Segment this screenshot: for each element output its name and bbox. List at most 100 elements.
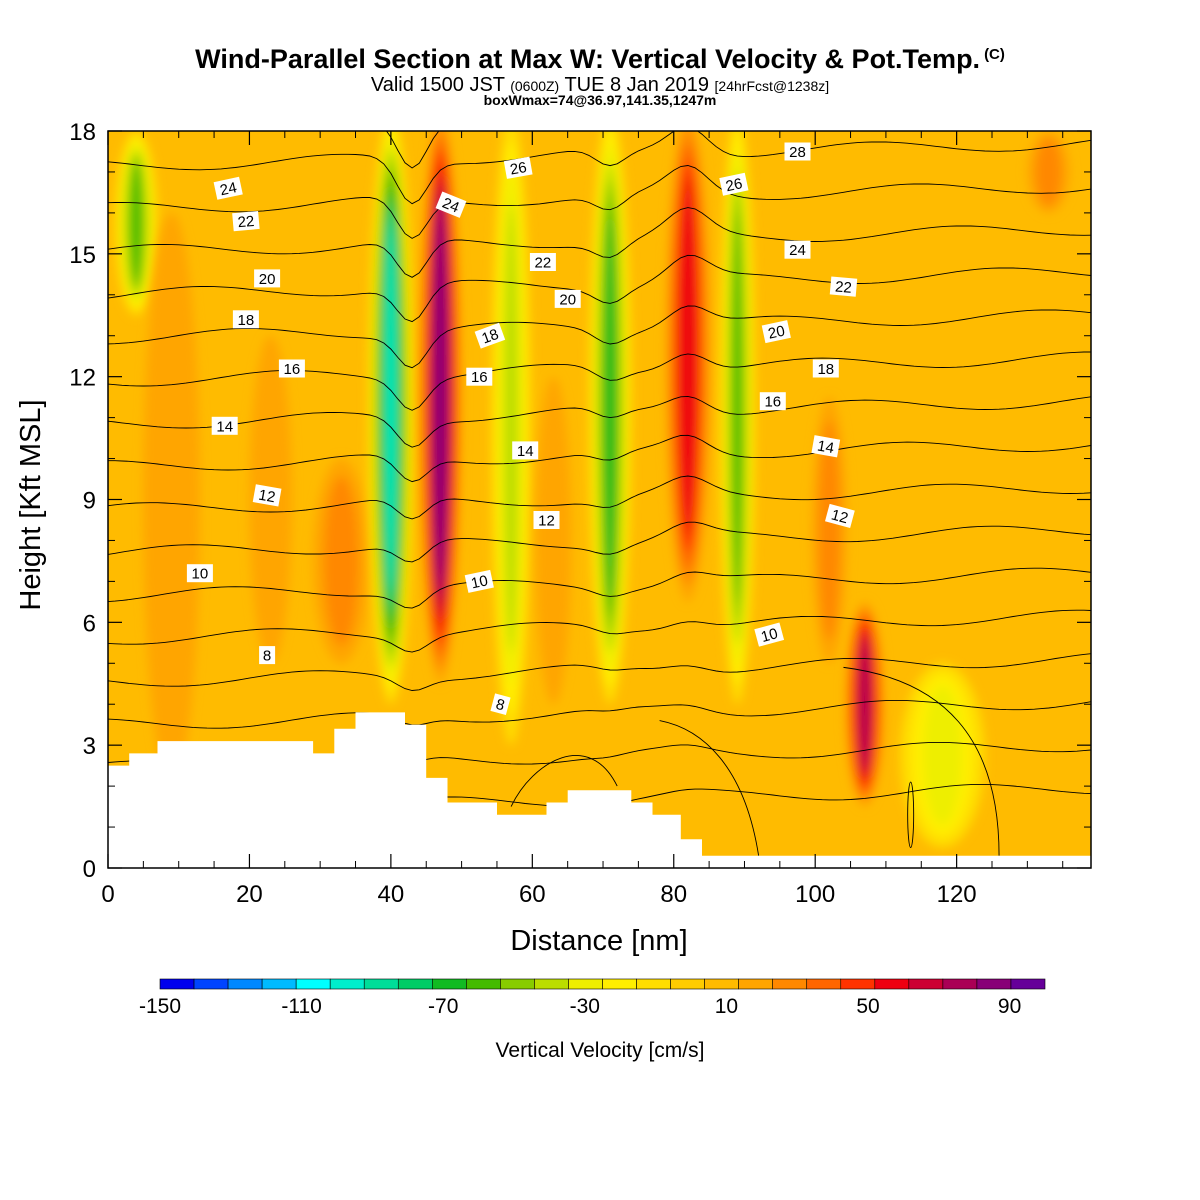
theta-contour-line [108, 254, 1091, 323]
colorbar-swatch [432, 978, 467, 990]
theta-label: 8 [259, 646, 276, 665]
theta-label-box [759, 392, 786, 411]
theta-label-box [252, 484, 282, 507]
colorbar-swatch [261, 978, 297, 990]
x-axis: 0 20 40 60 80 100 120 [101, 131, 1064, 908]
velocity-cell [588, 131, 632, 705]
theta-label: 16 [466, 367, 493, 386]
colorbar-label: -30 [570, 995, 600, 1018]
theta-label: 12 [252, 484, 282, 507]
velocity-cell [900, 663, 985, 848]
x-tick-label: 80 [660, 881, 687, 908]
y-tick-label: 9 [83, 488, 96, 515]
theta-label: 8 [490, 693, 511, 715]
colorbar-swatch [295, 978, 331, 990]
theta-label: 14 [811, 435, 841, 458]
theta-contour-line [108, 351, 1091, 411]
theta-label: 28 [784, 142, 811, 161]
colorbar-swatch [840, 978, 876, 990]
theta-label-box [825, 503, 855, 528]
colorbar-label: 90 [998, 995, 1021, 1018]
theta-label-box [232, 310, 259, 329]
theta-label: 24 [213, 176, 243, 200]
velocity-cell [313, 458, 370, 664]
theta-label-text: 10 [192, 566, 209, 583]
x-tick-label: 40 [378, 881, 405, 908]
x-axis-title: Distance [nm] [510, 925, 687, 957]
colorbar-swatch [227, 978, 263, 990]
theta-label-text: 24 [789, 242, 806, 259]
velocity-contour [682, 194, 694, 519]
velocity-contour [323, 476, 359, 646]
theta-label: 20 [254, 269, 281, 288]
theta-label-text: 10 [759, 625, 780, 646]
theta-contours [108, 131, 1091, 856]
colorbar-swatch [670, 978, 705, 990]
velocity-contour [535, 376, 572, 705]
theta-label: 24 [435, 191, 467, 218]
theta-label-box [232, 211, 260, 232]
theta-label-text: 26 [724, 175, 744, 195]
theta-label-box [512, 441, 539, 460]
velocity-contour [818, 420, 841, 641]
theta-label-box [829, 276, 858, 297]
theta-label-box [503, 156, 533, 179]
colorbar-label: -110 [281, 995, 321, 1018]
y-tick-label: 6 [83, 610, 96, 637]
colorbar-swatch [704, 978, 739, 990]
velocity-contour [504, 203, 518, 653]
theta-label-text: 14 [816, 437, 835, 457]
y-tick-label: 0 [83, 856, 96, 883]
theta-label-text: 18 [479, 326, 500, 348]
theta-label-box [474, 322, 506, 349]
theta-label-box [784, 142, 811, 161]
theta-label: 16 [278, 359, 305, 378]
theta-label-box [464, 569, 494, 593]
theta-contour-line [108, 609, 1091, 653]
theta-label: 22 [529, 253, 556, 272]
colorbar-swatch [908, 978, 944, 990]
theta-label-box [754, 622, 785, 647]
theta-label: 18 [232, 310, 259, 329]
x-tick-label: 120 [937, 881, 977, 908]
velocity-contour [605, 215, 615, 599]
chart-subtitle: Valid 1500 JST (0600Z) TUE 8 Jan 2019 [2… [0, 74, 1200, 97]
theta-label: 16 [759, 392, 786, 411]
theta-label: 26 [719, 172, 749, 196]
theta-label: 10 [754, 622, 785, 647]
velocity-contour [131, 162, 142, 284]
theta-label-text: 14 [216, 418, 233, 435]
theta-contour-line [907, 781, 915, 848]
chart-title: Wind-Parallel Section at Max W: Vertical… [0, 44, 1200, 75]
velocity-cell [719, 131, 756, 705]
theta-label-text: 24 [218, 179, 238, 199]
theta-label: 22 [232, 211, 260, 232]
theta-contour-line [510, 755, 618, 807]
colorbar-title: Vertical Velocity [cm/s] [496, 1039, 705, 1062]
colorbar: -150 -110 -70 -30 10 50 90 [139, 978, 1046, 1018]
colorbar-swatch [602, 978, 637, 990]
theta-label: 22 [829, 276, 858, 297]
x-tick-label: 100 [795, 881, 835, 908]
copyright-mark: (C) [984, 46, 1005, 63]
valid-date: TUE 8 Jan 2019 [564, 74, 709, 96]
theta-label-text: 28 [789, 144, 806, 161]
y-axis-title: Height [Kft MSL] [15, 399, 47, 610]
y-tick-label: 12 [69, 365, 96, 392]
colorbar-swatch [1010, 978, 1046, 990]
theta-contour-line [108, 131, 1091, 205]
theta-label-text: 22 [535, 255, 552, 272]
colorbar-swatch [976, 978, 1012, 990]
theta-label-text: 16 [284, 361, 301, 378]
colorbar-swatch [193, 978, 229, 990]
theta-label-text: 26 [509, 159, 528, 179]
velocity-cell [419, 131, 462, 684]
terrain-mask [108, 712, 1091, 868]
theta-label-box [254, 269, 281, 288]
colorbar-label: 50 [856, 995, 879, 1018]
theta-label-box [784, 240, 811, 259]
theta-contour-line [108, 305, 1091, 369]
theta-label-text: 10 [470, 572, 490, 592]
theta-label-box [554, 289, 581, 308]
